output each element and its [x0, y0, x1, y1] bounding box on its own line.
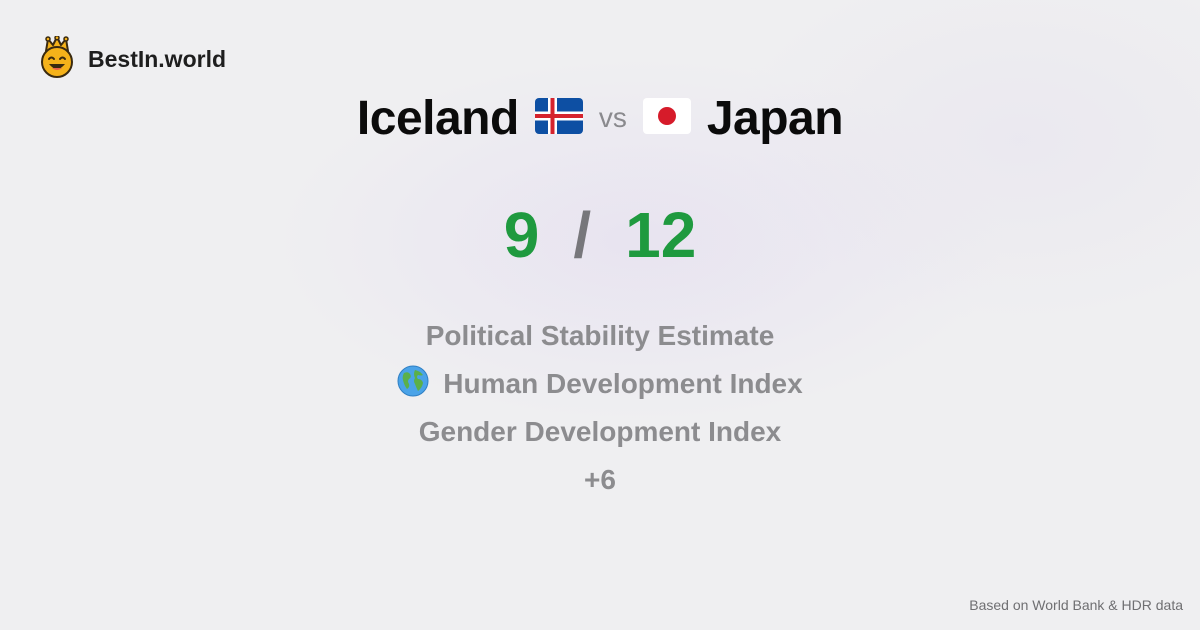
- metric-item: Political Stability Estimate: [0, 312, 1200, 360]
- japan-flag-icon: [642, 97, 691, 139]
- crowned-smiley-icon: [38, 35, 76, 83]
- metrics-list: Political Stability Estimate Human Devel…: [0, 312, 1200, 504]
- vs-label: vs: [598, 102, 627, 133]
- metric-label: Political Stability Estimate: [425, 320, 775, 351]
- metric-label: Gender Development Index: [418, 416, 782, 447]
- comparison-title: Iceland vs Japan: [0, 88, 1200, 148]
- metric-label: Human Development Index: [443, 368, 803, 399]
- score-separator: /: [573, 199, 592, 271]
- left-score: 9: [503, 199, 540, 271]
- globe-icon: [397, 365, 429, 404]
- metric-label: +6: [584, 464, 616, 495]
- more-metrics-count: +6: [0, 456, 1200, 504]
- data-source-note: Based on World Bank & HDR data: [969, 597, 1183, 613]
- brand-name: BestIn.world: [88, 46, 227, 72]
- score: 9 / 12: [0, 195, 1200, 275]
- metric-item: Gender Development Index: [0, 408, 1200, 456]
- left-country-name: Iceland: [356, 91, 519, 145]
- metric-item: Human Development Index: [0, 360, 1200, 408]
- iceland-flag-icon: [534, 97, 583, 139]
- right-score: 12: [625, 199, 697, 271]
- brand[interactable]: BestIn.world: [38, 35, 227, 83]
- right-country-name: Japan: [706, 91, 844, 145]
